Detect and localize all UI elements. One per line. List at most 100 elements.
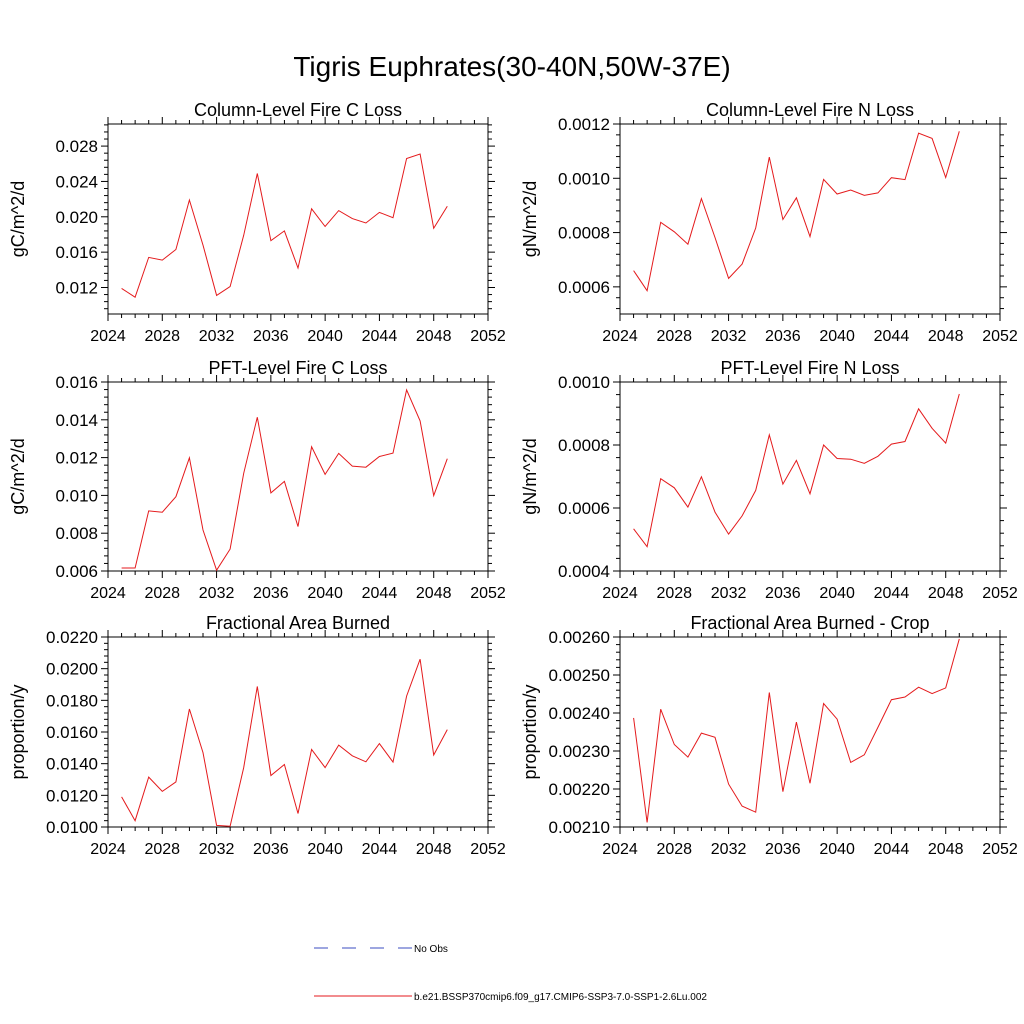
y-tick-label: 0.0120	[46, 786, 98, 805]
x-tick-label: 2024	[90, 585, 126, 602]
x-tick-label: 2044	[874, 585, 910, 602]
plot-frame	[619, 123, 1001, 315]
series-line	[633, 393, 960, 548]
x-tick-label: 2044	[362, 585, 398, 602]
panel-5: Fractional Area Burned proportion/y 2024 20…	[8, 613, 506, 858]
y-tick-label: 0.012	[55, 278, 98, 297]
panels: Column-Level Fire C Loss gC/m^2/d 2024 2028…	[8, 100, 1018, 858]
x-tick-label: 2028	[144, 841, 180, 858]
y-tick-label: 0.00240	[549, 704, 610, 723]
y-tick-label: 0.0008	[558, 436, 610, 455]
x-tick-label: 2028	[144, 328, 180, 345]
y-tick-label: 0.0140	[46, 755, 98, 774]
x-tick-label: 2040	[819, 328, 855, 345]
x-tick-label: 2036	[765, 841, 801, 858]
y-axis-label: gN/m^2/d	[520, 438, 540, 514]
x-tick-label: 2032	[199, 328, 235, 345]
x-tick-label: 2044	[362, 328, 398, 345]
y-axis-label: proportion/y	[520, 684, 540, 779]
x-tick-label: 2024	[602, 585, 638, 602]
x-tick-label: 2036	[765, 585, 801, 602]
y-tick-label: 0.008	[55, 524, 98, 543]
x-tick-label: 2040	[307, 585, 343, 602]
panel-1: Column-Level Fire C Loss gC/m^2/d 2024 2028…	[8, 100, 506, 345]
x-tick-label: 2032	[199, 585, 235, 602]
x-tick-label: 2040	[307, 328, 343, 345]
y-tick-label: 0.006	[55, 562, 98, 581]
x-tick-label: 2052	[470, 328, 506, 345]
x-tick-label: 2036	[253, 328, 289, 345]
y-tick-label: 0.0004	[558, 562, 610, 581]
panel-title: Fractional Area Burned	[206, 613, 390, 633]
y-tick-label: 0.0180	[46, 691, 98, 710]
y-axis-label: gC/m^2/d	[8, 181, 28, 257]
y-tick-label: 0.00230	[549, 742, 610, 761]
series-line	[633, 638, 960, 823]
y-tick-label: 0.00260	[549, 628, 610, 647]
series-line	[121, 388, 448, 572]
x-tick-label: 2040	[819, 841, 855, 858]
x-tick-label: 2028	[656, 328, 692, 345]
panel-4: PFT-Level Fire N Loss gN/m^2/d 2024 2028 203…	[520, 358, 1018, 602]
x-tick-label: 2024	[90, 328, 126, 345]
y-tick-label: 0.00250	[549, 666, 610, 685]
x-tick-label: 2048	[416, 841, 452, 858]
x-tick-label: 2032	[711, 328, 747, 345]
y-tick-label: 0.0010	[558, 169, 610, 188]
x-tick-label: 2044	[874, 328, 910, 345]
y-tick-label: 0.0160	[46, 723, 98, 742]
y-tick-label: 0.00210	[549, 818, 610, 837]
legend-obs-label: No Obs	[414, 944, 448, 955]
x-tick-label: 2032	[711, 841, 747, 858]
y-tick-label: 0.00220	[549, 780, 610, 799]
y-tick-label: 0.020	[55, 208, 98, 227]
y-tick-label: 0.0008	[558, 224, 610, 243]
x-tick-label: 2048	[928, 328, 964, 345]
x-tick-label: 2032	[199, 841, 235, 858]
plot-frame	[107, 381, 489, 572]
y-tick-label: 0.012	[55, 449, 98, 468]
x-tick-label: 2032	[711, 585, 747, 602]
x-tick-label: 2028	[656, 585, 692, 602]
y-tick-label: 0.016	[55, 243, 98, 262]
y-tick-label: 0.0200	[46, 660, 98, 679]
panel-2: Column-Level Fire N Loss gN/m^2/d 2024 2028…	[520, 100, 1018, 345]
y-tick-label: 0.024	[55, 172, 98, 191]
y-axis-label: proportion/y	[8, 684, 28, 779]
y-tick-label: 0.028	[55, 137, 98, 156]
y-tick-label: 0.014	[55, 411, 98, 430]
x-tick-label: 2040	[307, 841, 343, 858]
x-tick-label: 2036	[765, 328, 801, 345]
x-tick-label: 2048	[416, 585, 452, 602]
x-tick-label: 2036	[253, 585, 289, 602]
figure-title: Tigris Euphrates(30-40N,50W-37E)	[293, 51, 730, 82]
x-tick-label: 2040	[819, 585, 855, 602]
y-tick-label: 0.010	[55, 486, 98, 505]
x-tick-label: 2044	[362, 841, 398, 858]
panel-title: PFT-Level Fire N Loss	[720, 358, 899, 378]
y-tick-label: 0.0006	[558, 278, 610, 297]
x-tick-label: 2036	[253, 841, 289, 858]
series-line	[633, 131, 960, 292]
x-tick-label: 2028	[144, 585, 180, 602]
series-line	[121, 659, 448, 827]
y-axis-label: gC/m^2/d	[8, 438, 28, 514]
series-line	[121, 153, 448, 298]
x-tick-label: 2024	[602, 328, 638, 345]
x-tick-label: 2052	[982, 585, 1018, 602]
x-tick-label: 2048	[416, 328, 452, 345]
y-tick-label: 0.0012	[558, 115, 610, 134]
x-tick-label: 2052	[982, 328, 1018, 345]
legend-model-label: b.e21.BSSP370cmip6.f09_g17.CMIP6-SSP3-7.…	[414, 992, 707, 1003]
panel-title: Column-Level Fire C Loss	[194, 100, 402, 120]
plot-frame	[107, 636, 489, 828]
x-tick-label: 2052	[470, 841, 506, 858]
panel-3: PFT-Level Fire C Loss gC/m^2/d 2024 2028 203…	[8, 358, 506, 602]
y-axis-label: gN/m^2/d	[520, 181, 540, 257]
panel-title: PFT-Level Fire C Loss	[208, 358, 387, 378]
y-tick-label: 0.0006	[558, 499, 610, 518]
x-tick-label: 2028	[656, 841, 692, 858]
plot-frame	[619, 381, 1001, 572]
panel-6: Fractional Area Burned - Crop proportion/…	[520, 613, 1018, 858]
